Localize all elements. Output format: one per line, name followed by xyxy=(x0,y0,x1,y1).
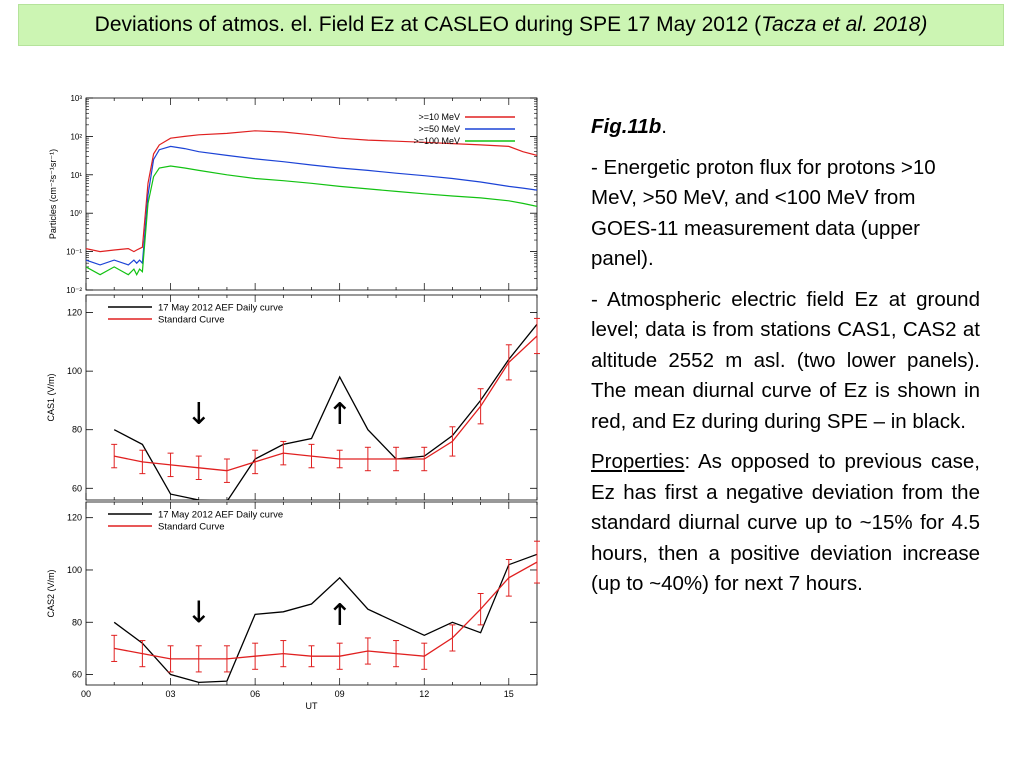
cas1-ytick-label: 120 xyxy=(67,308,82,318)
cas2-xtick-label: 03 xyxy=(166,689,176,699)
cas1-ytick-label: 80 xyxy=(72,425,82,435)
proton-flux-series-0-line xyxy=(86,130,537,253)
cas2-xtick-label: 09 xyxy=(335,689,345,699)
figure-label: Fig.11b xyxy=(591,115,662,138)
cas2-xlabel: UT xyxy=(306,701,318,710)
proton-flux-legend-label: >=50 MeV xyxy=(418,124,460,134)
cas2-ylabel: CAS2 (V/m) xyxy=(46,569,56,617)
proton-flux-series-1-line xyxy=(86,145,537,266)
slide-title: Deviations of atmos. el. Field Ez at CAS… xyxy=(18,4,1004,46)
cas2-xtick-label: 15 xyxy=(504,689,514,699)
figure-11b: 10⁻² 10⁻¹ 10⁰ 10¹ 10² 10³ Particles (cm⁻²s⁻¹sr… xyxy=(40,90,550,710)
cas1-frame xyxy=(85,294,538,501)
cas2-ytick-label: 60 xyxy=(72,670,82,680)
cas1-ylabel: CAS1 (V/m) xyxy=(46,373,56,421)
proton-flux-legend-label: >=10 MeV xyxy=(418,112,460,122)
cas2-ytick-label: 80 xyxy=(72,617,82,627)
proton-flux-ytick-label: 10¹ xyxy=(70,171,82,180)
cas1-ytick-label: 60 xyxy=(72,483,82,493)
cas1-legend-label: Standard Curve xyxy=(158,315,225,326)
cas2-xtick-label: 12 xyxy=(419,689,429,699)
caption-paragraph-proton-flux: - Energetic proton flux for protons >10 … xyxy=(591,155,936,271)
proton-flux-series-2-line xyxy=(86,165,537,277)
proton-flux-legend-label: >=100 MeV xyxy=(413,136,460,146)
cas2-xtick-label: 06 xyxy=(250,689,260,699)
proton-flux-ylabel: Particles (cm⁻²s⁻¹sr⁻¹) xyxy=(48,149,58,239)
cas1-series-1-line xyxy=(114,335,537,472)
cas1-ytick-label: 100 xyxy=(67,366,82,376)
figure-label-dot: . xyxy=(661,115,667,138)
properties-heading: Properties xyxy=(591,450,685,473)
slide-title-citation: Tacza et al. 2018) xyxy=(761,13,928,36)
cas2-legend-label: 17 May 2012 AEF Daily curve xyxy=(158,510,283,521)
properties-text: : As opposed to previous case, Ez has fi… xyxy=(591,450,980,595)
figure-caption: Fig.11b. - Energetic proton flux for pro… xyxy=(591,112,980,610)
cas2-annotation-arrow: ↑ xyxy=(327,598,352,633)
cas2-series-1-line xyxy=(114,561,537,660)
cas1-series-0-line xyxy=(113,323,537,500)
cas2-annotation-arrow: ↓ xyxy=(186,595,211,630)
cas2-ytick-label: 100 xyxy=(67,565,82,575)
cas2-legend-label: Standard Curve xyxy=(158,522,225,533)
cas1-legend-label: 17 May 2012 AEF Daily curve xyxy=(158,303,283,314)
chart-svg: 10⁻² 10⁻¹ 10⁰ 10¹ 10² 10³ Particles (cm⁻²s⁻¹sr… xyxy=(46,94,540,710)
proton-flux-ytick-label: 10⁻² xyxy=(66,286,82,295)
proton-flux-ytick-label: 10² xyxy=(70,132,82,141)
proton-flux-ytick-label: 10⁻¹ xyxy=(66,248,82,257)
cas2-ytick-label: 120 xyxy=(67,513,82,523)
cas2-series-0-line xyxy=(113,553,537,684)
proton-flux-ytick-label: 10³ xyxy=(70,94,82,103)
caption-paragraph-electric-field: - Atmospheric electric field Ez at groun… xyxy=(591,287,980,433)
slide-title-main: Deviations of atmos. el. Field Ez at CAS… xyxy=(94,13,762,36)
cas1-annotation-arrow: ↓ xyxy=(186,397,211,432)
proton-flux-ytick-label: 10⁰ xyxy=(70,209,82,218)
proton-flux-frame xyxy=(85,97,538,291)
caption-paragraph-properties: Properties: As opposed to previous case,… xyxy=(591,447,980,600)
cas2-xtick-label: 00 xyxy=(81,689,91,699)
cas1-annotation-arrow: ↑ xyxy=(327,397,352,432)
